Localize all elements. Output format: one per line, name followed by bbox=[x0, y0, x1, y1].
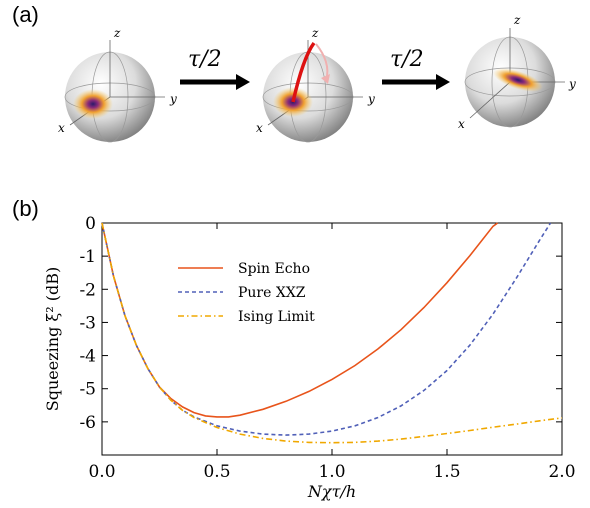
y-tick-label: -4 bbox=[79, 347, 96, 367]
z-axis-label: z bbox=[311, 26, 319, 40]
legend-label: Spin Echo bbox=[238, 261, 310, 277]
legend-label: Ising Limit bbox=[238, 309, 315, 325]
y-tick-label: -2 bbox=[79, 280, 96, 300]
bloch-sphere-2: z y x bbox=[256, 26, 375, 143]
y-axis-label: y bbox=[169, 92, 177, 106]
z-axis-label: z bbox=[513, 13, 521, 27]
y-axis-title: Squeezing ξ² (dB) bbox=[43, 267, 62, 411]
arrow-2-label: τ/2 bbox=[390, 47, 424, 72]
panel-b-label: (b) bbox=[12, 196, 39, 221]
y-tick-label: -5 bbox=[79, 380, 96, 400]
bloch-sphere-1: z y x bbox=[58, 26, 177, 143]
evolution-arrow-2: τ/2 bbox=[382, 47, 450, 90]
legend: Spin Echo Pure XXZ Ising Limit bbox=[178, 261, 315, 325]
panel-a-label: (a) bbox=[12, 2, 39, 27]
z-axis-label: z bbox=[113, 26, 121, 40]
y-tick-label: 0 bbox=[85, 214, 96, 234]
plot-border bbox=[101, 222, 563, 456]
bloch-sphere-3: z y x bbox=[458, 13, 576, 131]
x-axis-label: x bbox=[256, 121, 263, 135]
y-axis-label: y bbox=[367, 92, 375, 106]
x-tick-label: 0.0 bbox=[88, 462, 115, 482]
evolution-arrow-1: τ/2 bbox=[180, 47, 250, 90]
x-axis-label: x bbox=[58, 121, 65, 135]
y-tick-label: -1 bbox=[79, 247, 96, 267]
rotation-path bbox=[291, 41, 316, 103]
y-tick-label: -6 bbox=[79, 413, 96, 433]
plot-frame bbox=[101, 222, 563, 456]
x-tick-label: 0.5 bbox=[203, 462, 230, 482]
x-axis-title: Nχτ/h bbox=[307, 482, 356, 501]
legend-label: Pure XXZ bbox=[238, 285, 306, 301]
x-axis-label: x bbox=[458, 117, 465, 131]
axis-ticks: 0.0 0.5 1.0 1.5 2.0 0 -1 -2 -3 -4 -5 -6 bbox=[79, 214, 575, 482]
y-axis-label: y bbox=[568, 77, 576, 91]
y-tick-label: -3 bbox=[79, 313, 96, 333]
x-tick-label: 1.0 bbox=[318, 462, 345, 482]
x-tick-label: 1.5 bbox=[433, 462, 460, 482]
x-tick-label: 2.0 bbox=[548, 462, 575, 482]
series-line-ising-limit bbox=[101, 222, 563, 444]
series-line-pure-xxz bbox=[101, 222, 552, 436]
panel-a-figure: z y x τ/2 z y x τ/2 z bbox=[58, 13, 576, 143]
arrow-1-label: τ/2 bbox=[188, 47, 222, 72]
series-lines bbox=[101, 222, 563, 444]
